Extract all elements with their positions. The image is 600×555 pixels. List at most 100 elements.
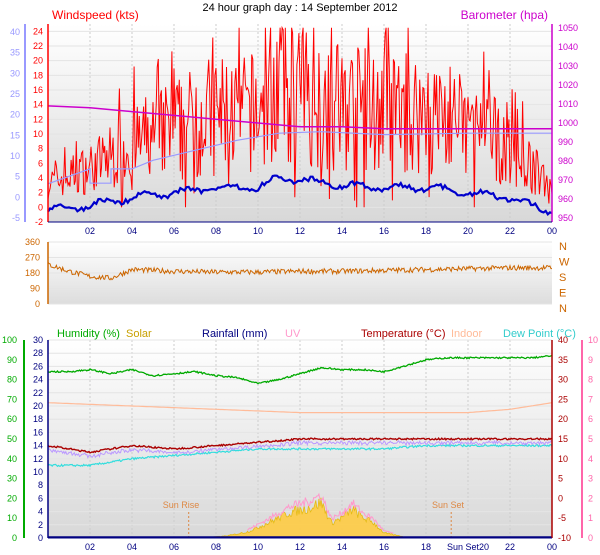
legend-indoor: Indoor (451, 328, 483, 340)
tick-label-time: 10 (253, 542, 263, 552)
tick-label-uv: 8 (588, 375, 593, 385)
tick-label-temperature-left: 26 (33, 361, 43, 371)
tick-label-temperature-right: 10 (558, 454, 568, 464)
tick-label-outer: 35 (10, 48, 20, 58)
tick-label-uv: 6 (588, 414, 593, 424)
series-wind-secondary-line (47, 131, 552, 185)
tick-label-temperature-left: 12 (33, 454, 43, 464)
legend-dewpoint: Dew Point (°C) (503, 328, 576, 340)
tick-label-time: 18 (421, 226, 431, 236)
tick-label-outer: 20 (10, 110, 20, 120)
tick-label-windspeed: 22 (33, 41, 43, 51)
tick-label-barometer: 1010 (558, 99, 578, 109)
tick-label-windspeed: -2 (35, 217, 43, 227)
legend-humidity: Humidity (%) (57, 328, 120, 340)
tick-label-time: Sun Set20 (447, 542, 489, 552)
tick-label-temperature-right: 15 (558, 434, 568, 444)
series-humidity-line (47, 354, 553, 385)
tick-label-windspeed: 18 (33, 70, 43, 80)
tick-label-barometer: 1020 (558, 80, 578, 90)
tick-label-outer: 30 (10, 68, 20, 78)
compass-label: S (559, 272, 566, 284)
tick-label-windspeed: 16 (33, 85, 43, 95)
tick-label-windspeed: 14 (33, 100, 43, 110)
tick-label-outer: 0 (15, 192, 20, 202)
tick-label-uv: 7 (588, 394, 593, 404)
tick-label-uv: 10 (588, 335, 598, 345)
tick-label-time: 14 (337, 226, 347, 236)
tick-label-time: 22 (505, 542, 515, 552)
tick-label-outer: 5 (15, 172, 20, 182)
tick-label-barometer: 980 (558, 156, 573, 166)
legend-solar: Solar (126, 328, 152, 340)
tick-label-humidity: 10 (7, 513, 17, 523)
tick-label-time: 04 (127, 226, 137, 236)
tick-label-barometer: 970 (558, 175, 573, 185)
tick-label-temperature-left: 22 (33, 388, 43, 398)
tick-label-barometer: 990 (558, 137, 573, 147)
tick-label-temperature-left: 20 (33, 401, 43, 411)
tick-label-direction: 90 (30, 284, 40, 294)
series-windspeed-line (47, 25, 553, 208)
tick-label-time: 06 (169, 226, 179, 236)
tick-label-time: 08 (211, 226, 221, 236)
tick-label-time: 20 (463, 226, 473, 236)
tick-label-uv: 4 (588, 454, 593, 464)
tick-label-windspeed: 6 (38, 158, 43, 168)
tick-label-time: 16 (379, 226, 389, 236)
tick-label-time: 02 (85, 226, 95, 236)
series-temperature-line (47, 437, 553, 454)
tick-label-temperature-left: 2 (38, 520, 43, 530)
series-label-barometer: Barometer (hpa) (461, 8, 548, 22)
tick-label-humidity: 50 (7, 434, 17, 444)
tick-label-direction: 360 (25, 237, 40, 247)
tick-label-time: 08 (211, 542, 221, 552)
tick-label-humidity: 100 (2, 335, 17, 345)
tick-label-temperature-right: 35 (558, 355, 568, 365)
series-uv-line (247, 492, 394, 534)
legend-uv: UV (285, 328, 301, 340)
series-layer (47, 25, 553, 539)
compass-label: W (559, 257, 570, 269)
tick-label-temperature-left: 4 (38, 507, 43, 517)
series-temperature-secondary-line (47, 439, 553, 460)
tick-label-barometer: 1030 (558, 61, 578, 71)
series-label-windspeed: Windspeed (kts) (52, 8, 139, 22)
tick-label-windspeed: 0 (38, 202, 43, 212)
tick-label-time: 12 (295, 542, 305, 552)
legend-temperature: Temperature (°C) (361, 328, 445, 340)
tick-label-temperature-left: 8 (38, 480, 43, 490)
tick-label-temperature-left: 6 (38, 493, 43, 503)
tick-label-temperature-right: 25 (558, 394, 568, 404)
tick-label-temperature-right: -10 (558, 533, 571, 543)
tick-label-temperature-right: 20 (558, 414, 568, 424)
tick-label-temperature-right: 5 (558, 474, 563, 484)
tick-label-outer: 15 (10, 130, 20, 140)
tick-label-outer: -5 (12, 213, 20, 223)
tick-label-uv: 1 (588, 513, 593, 523)
tick-label-humidity: 70 (7, 394, 17, 404)
tick-label-temperature-right: -5 (558, 513, 566, 523)
tick-label-temperature-left: 10 (33, 467, 43, 477)
tick-label-outer: 10 (10, 151, 20, 161)
tick-label-time: 12 (295, 226, 305, 236)
tick-label-temperature-left: 16 (33, 427, 43, 437)
tick-label-humidity: 80 (7, 375, 17, 385)
tick-label-time: 22 (505, 226, 515, 236)
series-dewpoint-line (47, 443, 553, 468)
tick-label-time: 06 (169, 542, 179, 552)
event-label-sunset: Sun Set (432, 500, 465, 510)
tick-label-humidity: 30 (7, 474, 17, 484)
tick-label-windspeed: 10 (33, 129, 43, 139)
compass-label: N (559, 241, 567, 253)
tick-label-time: 04 (127, 542, 137, 552)
tick-label-uv: 5 (588, 434, 593, 444)
tick-label-windspeed: 20 (33, 56, 43, 66)
tick-label-barometer: 1050 (558, 23, 578, 33)
series-barometer-line (47, 105, 552, 130)
tick-label-temperature-left: 14 (33, 441, 43, 451)
tick-label-uv: 0 (588, 533, 593, 543)
tick-label-windspeed: 4 (38, 173, 43, 183)
tick-label-time: 10 (253, 226, 263, 236)
